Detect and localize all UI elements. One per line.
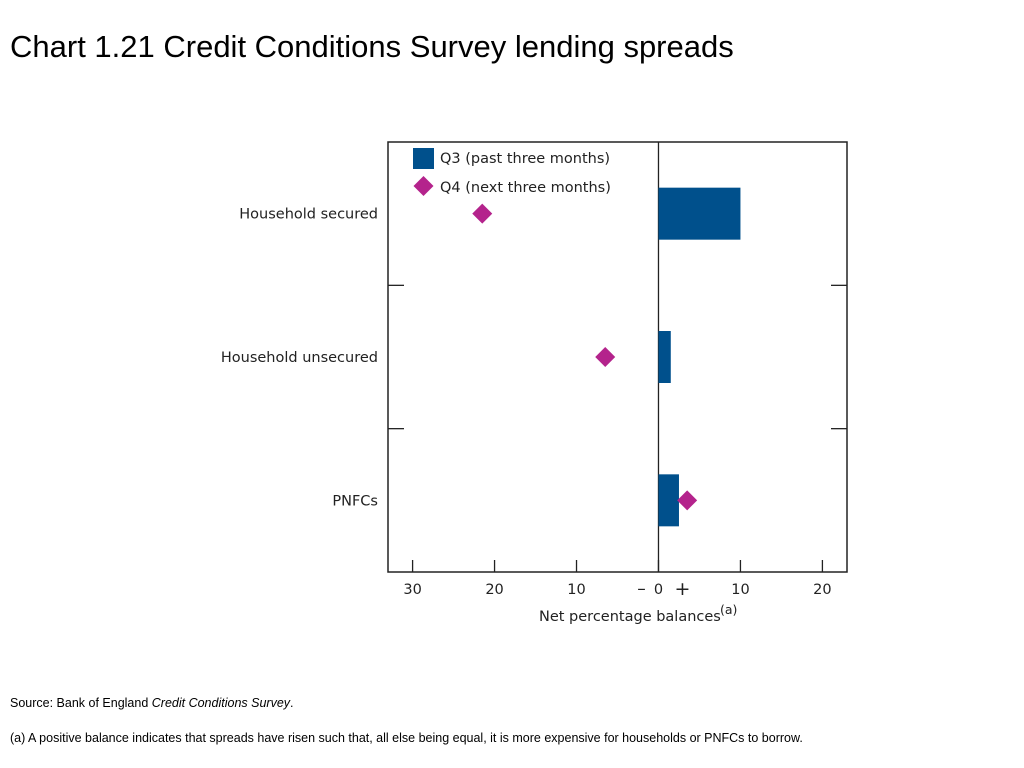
x-tick-label: 20 <box>485 582 503 598</box>
bar-q3 <box>658 331 671 383</box>
bar-q3 <box>658 474 679 527</box>
x-tick-label: 20 <box>813 582 831 598</box>
source-prefix: Source: Bank of England <box>10 696 152 710</box>
minus-sign: – <box>637 579 646 599</box>
page-title: Chart 1.21 Credit Conditions Survey lend… <box>10 28 734 64</box>
source-title: Credit Conditions Survey <box>151 696 291 710</box>
legend-swatch-q4 <box>413 176 434 196</box>
x-axis-label: Net percentage balances <box>539 609 721 625</box>
x-axis-label-superscript: (a) <box>720 602 737 617</box>
footnote: (a) A positive balance indicates that sp… <box>10 731 803 745</box>
category-label: Household unsecured <box>221 350 378 366</box>
marker-q4 <box>595 347 616 367</box>
marker-q4 <box>472 203 493 224</box>
legend-label-q3: Q3 (past three months) <box>440 151 610 167</box>
source-note: Source: Bank of England Credit Condition… <box>10 696 294 710</box>
plot-frame <box>387 141 848 573</box>
x-tick-label: 10 <box>731 582 749 598</box>
category-label: PNFCs <box>332 493 378 509</box>
plus-sign: + <box>675 578 691 600</box>
bar-q3 <box>658 187 741 240</box>
source-suffix: . <box>290 696 294 710</box>
x-tick-label: 30 <box>403 582 421 598</box>
plot-layer: Household secured Household unsecured PNFC… <box>221 142 847 625</box>
x-tick-label: 10 <box>567 582 585 598</box>
marker-q4 <box>677 490 698 511</box>
legend-swatch-q3 <box>413 148 434 169</box>
x-tick-label: 0 <box>654 582 663 598</box>
category-label: Household secured <box>239 207 378 223</box>
legend-label-q4: Q4 (next three months) <box>440 180 611 196</box>
